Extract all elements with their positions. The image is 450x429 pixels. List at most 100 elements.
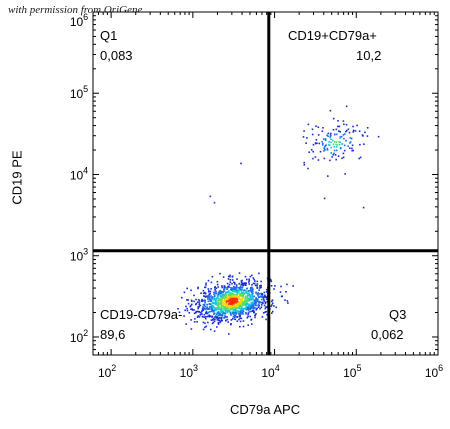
event-point: [250, 290, 252, 292]
event-point: [202, 289, 205, 292]
event-point: [263, 298, 265, 301]
event-point: [250, 291, 253, 294]
event-point: [227, 278, 230, 280]
event-point: [251, 305, 253, 307]
event-point: [226, 296, 228, 299]
event-point: [339, 141, 341, 144]
event-point: [302, 136, 305, 138]
event-point: [227, 321, 229, 323]
event-point: [315, 125, 317, 127]
event-point: [247, 309, 250, 311]
event-point: [250, 307, 252, 310]
event-point: [258, 304, 260, 307]
event-point: [352, 129, 355, 132]
event-point: [322, 142, 324, 145]
event-point: [239, 320, 242, 323]
event-point: [198, 305, 200, 308]
event-point: [245, 282, 247, 284]
event-point: [332, 117, 335, 120]
event-point: [239, 287, 241, 289]
event-point: [222, 276, 225, 278]
event-point: [270, 285, 273, 287]
event-point: [241, 299, 244, 301]
outlier-point: [213, 201, 216, 204]
event-point: [234, 294, 237, 297]
event-point: [190, 328, 193, 330]
event-point: [253, 302, 256, 305]
event-point: [330, 146, 332, 149]
event-point: [223, 297, 225, 300]
event-point: [260, 296, 263, 298]
event-point: [221, 286, 223, 289]
event-point: [260, 286, 262, 288]
event-point: [238, 272, 241, 274]
event-point: [251, 292, 254, 295]
event-point: [207, 288, 210, 290]
event-point: [231, 275, 234, 278]
event-point: [241, 308, 243, 311]
event-point: [215, 302, 218, 305]
event-point: [213, 317, 215, 320]
event-point: [329, 136, 331, 138]
event-point: [212, 321, 215, 324]
event-point: [249, 299, 251, 302]
event-point: [239, 289, 242, 292]
event-point: [329, 134, 332, 136]
event-point: [232, 318, 234, 320]
event-point: [312, 150, 314, 153]
event-point: [233, 299, 235, 301]
event-point: [240, 291, 243, 294]
event-point: [307, 123, 310, 126]
event-point: [342, 134, 345, 136]
event-point: [244, 282, 246, 284]
event-point: [253, 310, 255, 313]
event-point: [252, 282, 255, 285]
event-point: [317, 159, 320, 161]
event-point: [226, 311, 229, 314]
event-point: [245, 292, 247, 294]
event-point: [249, 295, 251, 298]
event-point: [245, 300, 247, 303]
event-point: [214, 307, 216, 309]
event-point: [271, 310, 274, 313]
event-point: [240, 288, 242, 291]
event-point: [221, 311, 224, 314]
event-point: [235, 310, 238, 313]
event-point: [232, 287, 235, 290]
event-point: [206, 315, 209, 318]
event-point: [260, 306, 263, 309]
event-point: [250, 301, 253, 304]
event-point: [186, 307, 188, 310]
event-point: [341, 157, 343, 160]
event-point: [219, 298, 221, 301]
event-point: [256, 283, 259, 285]
event-point: [247, 311, 250, 314]
event-point: [201, 313, 203, 315]
event-point: [198, 300, 201, 302]
event-point: [318, 142, 321, 145]
event-point: [225, 310, 227, 313]
event-point: [220, 306, 222, 308]
axis-ticks: [92, 11, 439, 356]
event-point: [235, 302, 238, 304]
event-point: [222, 312, 225, 314]
event-point: [253, 299, 255, 301]
event-point: [315, 139, 318, 141]
event-point: [216, 306, 218, 309]
event-point: [221, 297, 223, 300]
event-point: [232, 296, 234, 298]
event-point: [234, 293, 237, 296]
event-point: [203, 316, 206, 318]
event-point: [239, 304, 241, 307]
event-point: [263, 312, 265, 314]
event-point: [224, 309, 227, 312]
event-point: [239, 295, 241, 298]
event-point: [257, 295, 259, 297]
event-point: [246, 278, 248, 281]
event-point: [226, 303, 228, 306]
event-point: [287, 302, 289, 304]
event-point: [230, 288, 233, 291]
x-tick-label: 106: [425, 363, 443, 380]
event-point: [204, 300, 206, 303]
event-point: [236, 292, 239, 295]
